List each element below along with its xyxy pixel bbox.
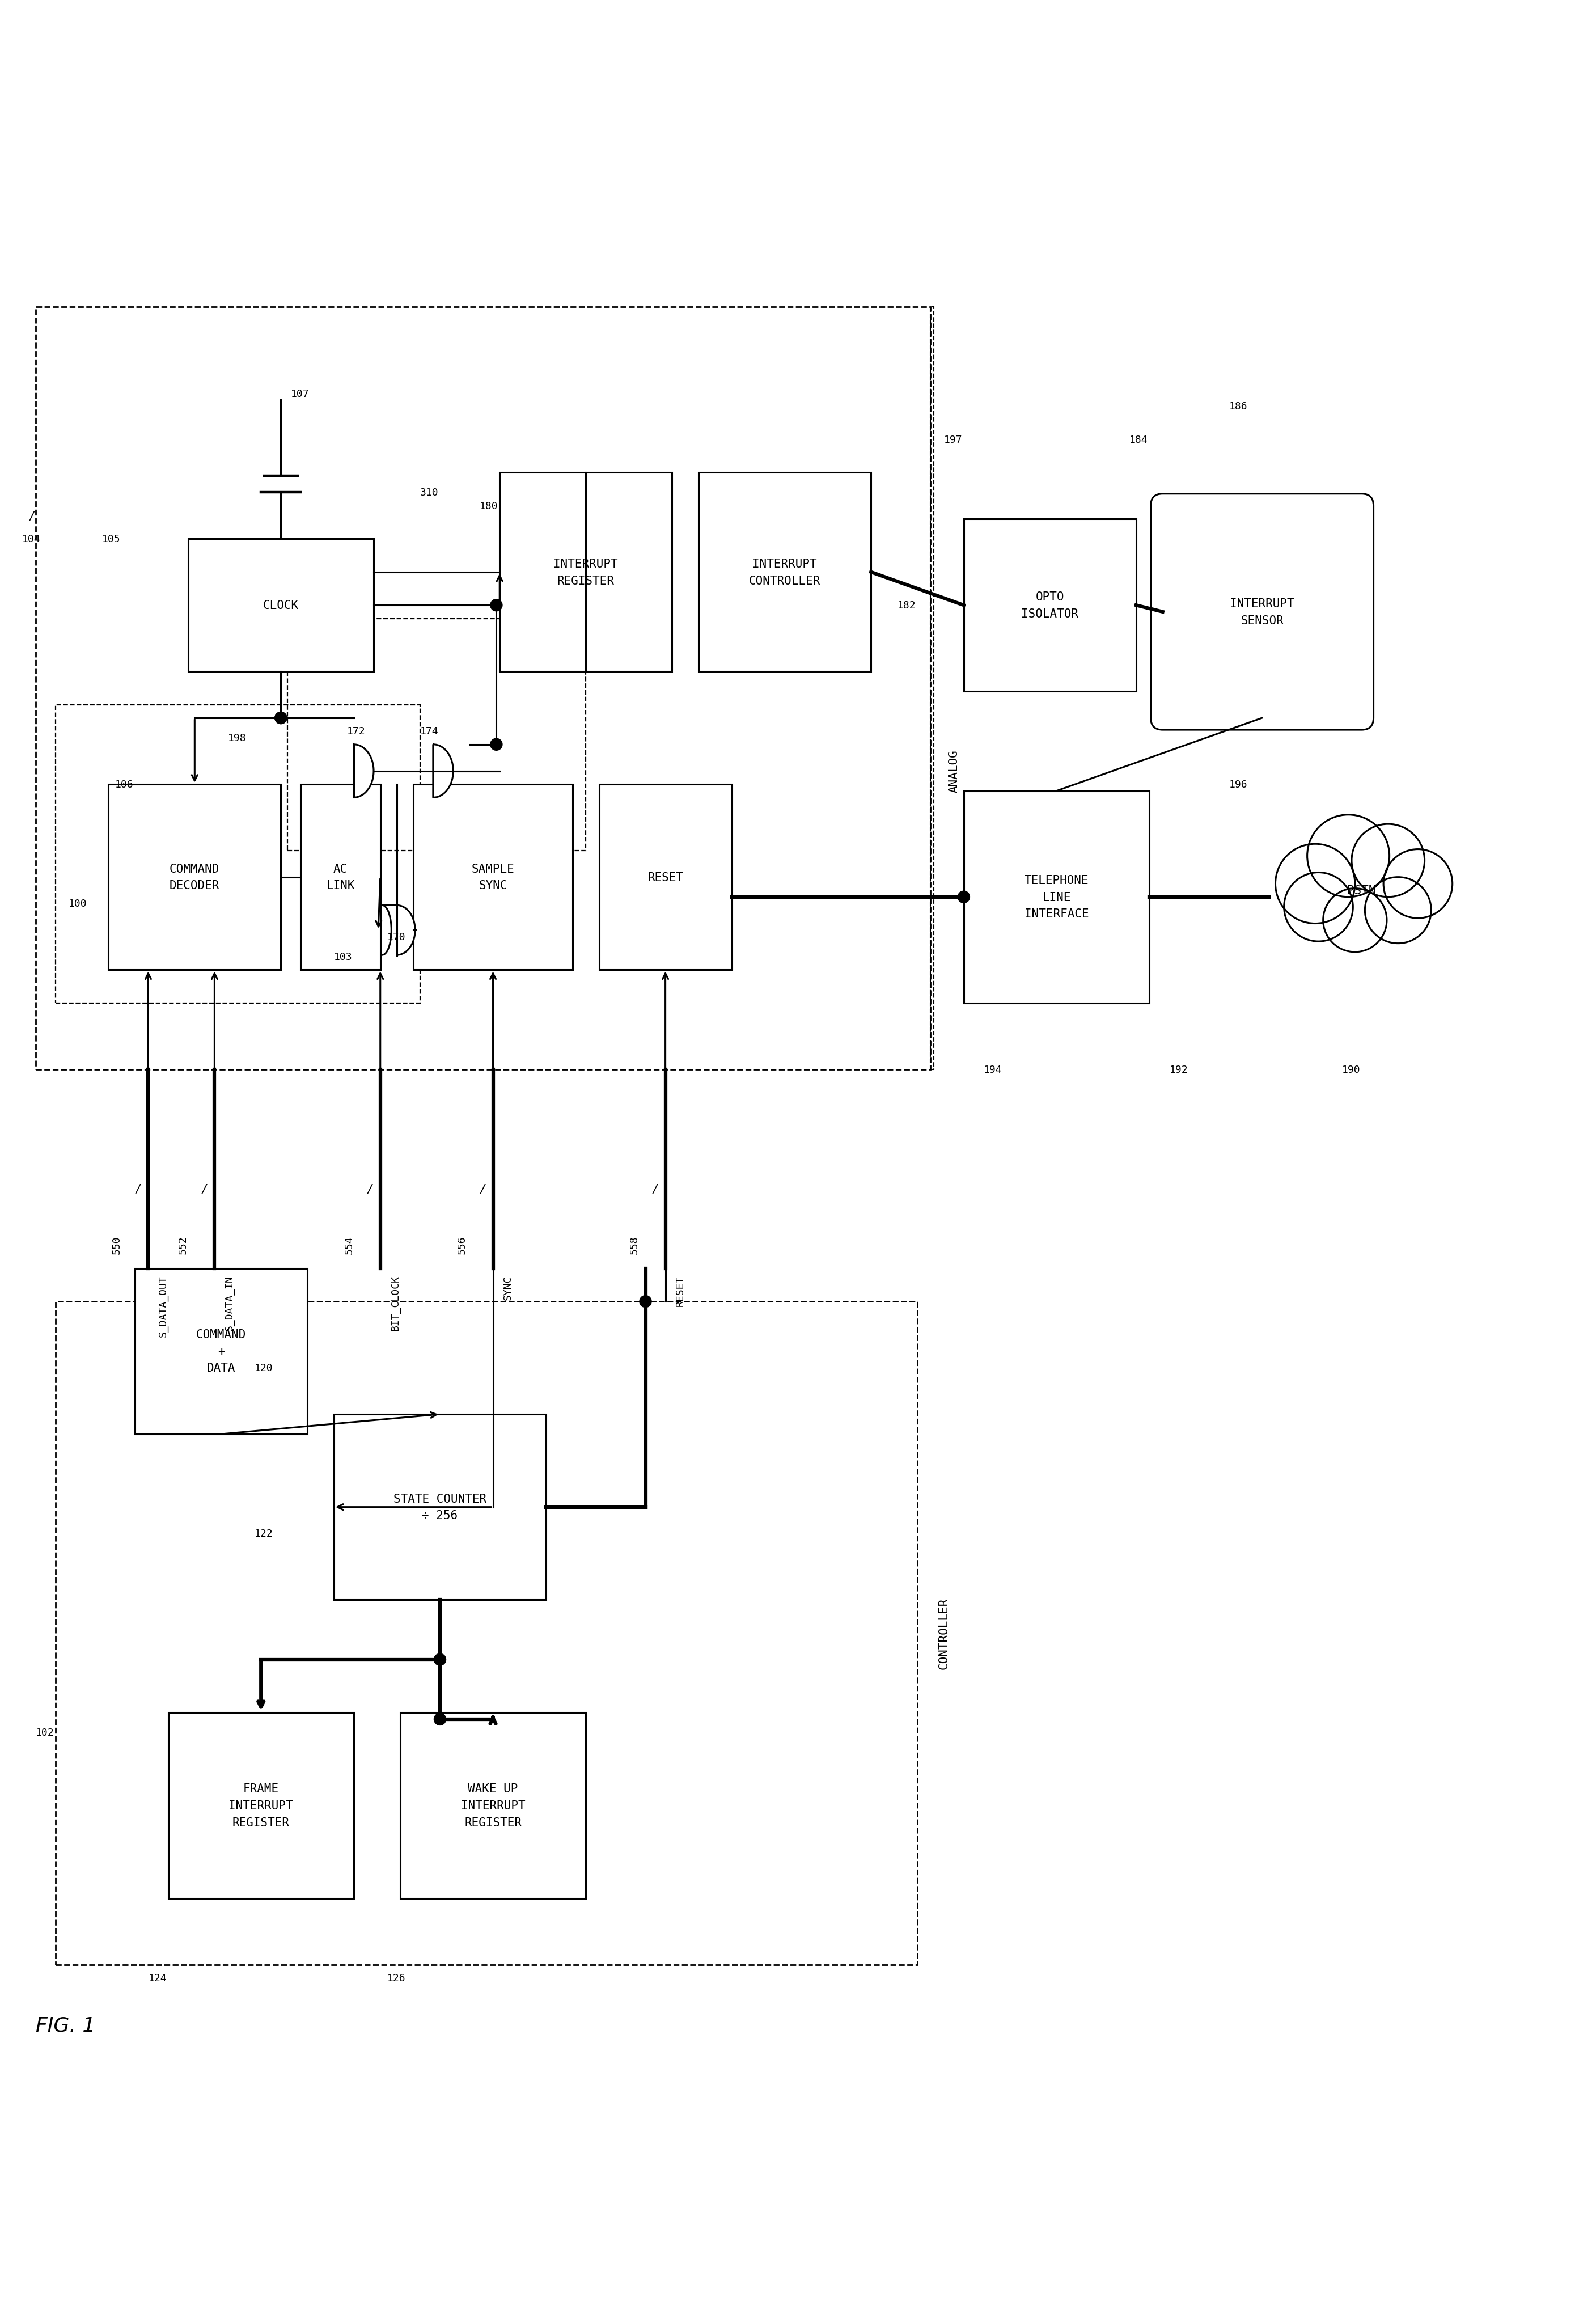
Polygon shape <box>383 906 415 954</box>
Polygon shape <box>434 745 453 798</box>
Circle shape <box>490 740 503 751</box>
Text: 124: 124 <box>148 1973 166 1982</box>
Text: BIT_CLOCK: BIT_CLOCK <box>391 1275 401 1330</box>
Text: 106: 106 <box>115 779 134 791</box>
Circle shape <box>1323 890 1387 952</box>
Text: S_DATA_OUT: S_DATA_OUT <box>158 1275 169 1337</box>
Text: INTERRUPT
SENSOR: INTERRUPT SENSOR <box>1231 597 1294 627</box>
Circle shape <box>434 1713 445 1724</box>
Circle shape <box>1285 874 1353 943</box>
Text: SYNC: SYNC <box>503 1275 514 1300</box>
Text: 122: 122 <box>254 1528 273 1540</box>
Text: /: / <box>367 1182 373 1194</box>
Circle shape <box>640 1295 651 1307</box>
Text: TELEPHONE
LINE
INTERFACE: TELEPHONE LINE INTERFACE <box>1025 876 1088 920</box>
Text: FIG. 1: FIG. 1 <box>35 2015 96 2035</box>
Text: 107: 107 <box>290 390 310 399</box>
Text: /: / <box>651 1182 659 1194</box>
Text: INTERRUPT
REGISTER: INTERRUPT REGISTER <box>554 558 618 585</box>
Text: /: / <box>201 1182 207 1194</box>
Text: RESET: RESET <box>675 1275 686 1307</box>
Circle shape <box>490 599 503 611</box>
Bar <box>56 1302 918 1964</box>
Text: ANALOG: ANALOG <box>948 749 959 793</box>
Text: /: / <box>134 1182 142 1194</box>
Circle shape <box>1384 851 1452 917</box>
Text: S_DATA_IN: S_DATA_IN <box>225 1275 235 1330</box>
Text: OPTO
ISOLATOR: OPTO ISOLATOR <box>1021 592 1079 620</box>
Bar <box>964 519 1136 692</box>
Text: 550: 550 <box>112 1235 121 1254</box>
Text: CLOCK: CLOCK <box>263 599 298 611</box>
Text: FRAME
INTERRUPT
REGISTER: FRAME INTERRUPT REGISTER <box>228 1784 294 1828</box>
Text: 174: 174 <box>420 726 439 738</box>
Text: PSTN: PSTN <box>1347 885 1376 897</box>
Text: 186: 186 <box>1229 401 1248 413</box>
Text: 102: 102 <box>35 1726 54 1738</box>
Polygon shape <box>354 745 373 798</box>
Text: RESET: RESET <box>648 871 683 883</box>
Circle shape <box>434 1653 445 1667</box>
Circle shape <box>958 892 970 904</box>
Bar <box>287 618 586 851</box>
Bar <box>401 1713 586 1899</box>
Text: CONTROLLER: CONTROLLER <box>938 1597 950 1669</box>
Text: 556: 556 <box>456 1235 466 1254</box>
Text: 105: 105 <box>102 535 120 544</box>
Text: 180: 180 <box>480 500 498 512</box>
Text: 196: 196 <box>1229 779 1248 791</box>
Text: 552: 552 <box>179 1235 188 1254</box>
Text: 558: 558 <box>629 1235 638 1254</box>
Text: 192: 192 <box>1170 1065 1187 1074</box>
Text: 172: 172 <box>348 726 365 738</box>
Text: STATE COUNTER
÷ 256: STATE COUNTER ÷ 256 <box>394 1494 487 1521</box>
Bar <box>168 1713 354 1899</box>
Bar <box>300 784 380 970</box>
Text: AC
LINK: AC LINK <box>326 864 354 892</box>
Circle shape <box>1275 844 1355 924</box>
Text: 103: 103 <box>334 952 353 961</box>
Bar <box>35 307 930 1070</box>
Bar <box>188 539 373 671</box>
Bar <box>334 1415 546 1600</box>
Bar <box>413 784 573 970</box>
Text: COMMAND
+
DATA: COMMAND + DATA <box>196 1330 246 1374</box>
Circle shape <box>1352 825 1425 897</box>
Text: 182: 182 <box>897 602 916 611</box>
FancyBboxPatch shape <box>1151 493 1374 731</box>
Text: INTERRUPT
CONTROLLER: INTERRUPT CONTROLLER <box>749 558 820 585</box>
Bar <box>136 1268 308 1434</box>
Text: 184: 184 <box>1130 436 1148 445</box>
Text: 310: 310 <box>420 489 439 498</box>
Bar <box>598 784 731 970</box>
Bar <box>109 784 281 970</box>
Text: 554: 554 <box>343 1235 354 1254</box>
Bar <box>56 705 420 1003</box>
Text: 198: 198 <box>228 733 246 742</box>
Text: 194: 194 <box>983 1065 1002 1074</box>
Bar <box>930 307 934 1070</box>
Text: 170: 170 <box>386 931 405 943</box>
Circle shape <box>275 712 287 724</box>
Circle shape <box>1365 878 1432 943</box>
Text: 190: 190 <box>1342 1065 1360 1074</box>
Text: 120: 120 <box>254 1362 273 1374</box>
Text: COMMAND
DECODER: COMMAND DECODER <box>169 864 220 892</box>
Bar <box>964 791 1149 1003</box>
Circle shape <box>1307 816 1390 897</box>
Text: /: / <box>29 509 37 521</box>
Text: SAMPLE
SYNC: SAMPLE SYNC <box>471 864 514 892</box>
Text: 126: 126 <box>386 1973 405 1982</box>
Text: /: / <box>479 1182 487 1194</box>
Text: 100: 100 <box>69 899 88 908</box>
Text: 197: 197 <box>943 436 962 445</box>
Bar <box>500 473 672 671</box>
Text: 104: 104 <box>22 535 41 544</box>
Circle shape <box>275 712 287 724</box>
Bar <box>699 473 871 671</box>
Text: WAKE UP
INTERRUPT
REGISTER: WAKE UP INTERRUPT REGISTER <box>461 1784 525 1828</box>
